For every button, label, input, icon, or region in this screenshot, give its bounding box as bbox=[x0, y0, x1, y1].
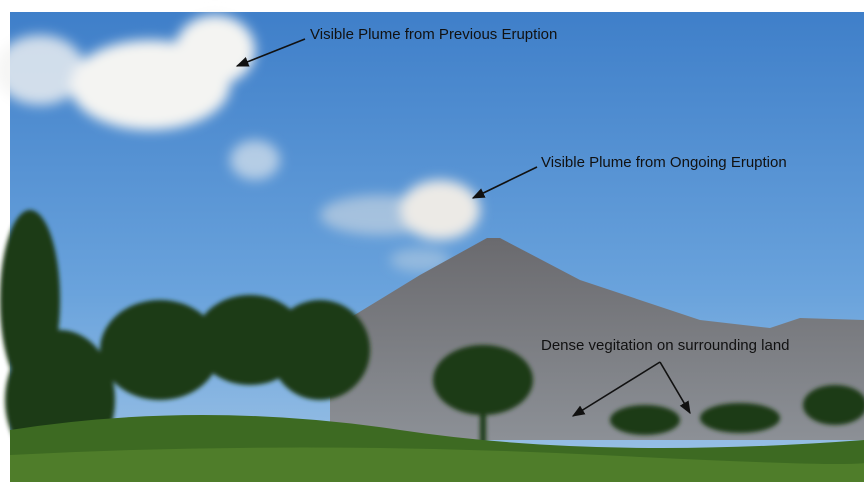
annotation-label: Visible Plume from Ongoing Eruption bbox=[541, 154, 787, 171]
trees bbox=[0, 210, 864, 470]
arrow bbox=[235, 38, 306, 67]
arrow bbox=[571, 361, 661, 417]
annotation-label: Dense vegitation on surrounding land bbox=[541, 337, 790, 354]
foreground-vegetation bbox=[10, 447, 864, 482]
annotation-label: Visible Plume from Previous Eruption bbox=[310, 26, 557, 43]
arrow bbox=[659, 361, 691, 415]
previous-plume bbox=[0, 15, 280, 180]
ongoing-plume bbox=[320, 180, 480, 272]
photo bbox=[0, 12, 864, 482]
arrow bbox=[471, 166, 538, 199]
arrows bbox=[235, 38, 691, 417]
